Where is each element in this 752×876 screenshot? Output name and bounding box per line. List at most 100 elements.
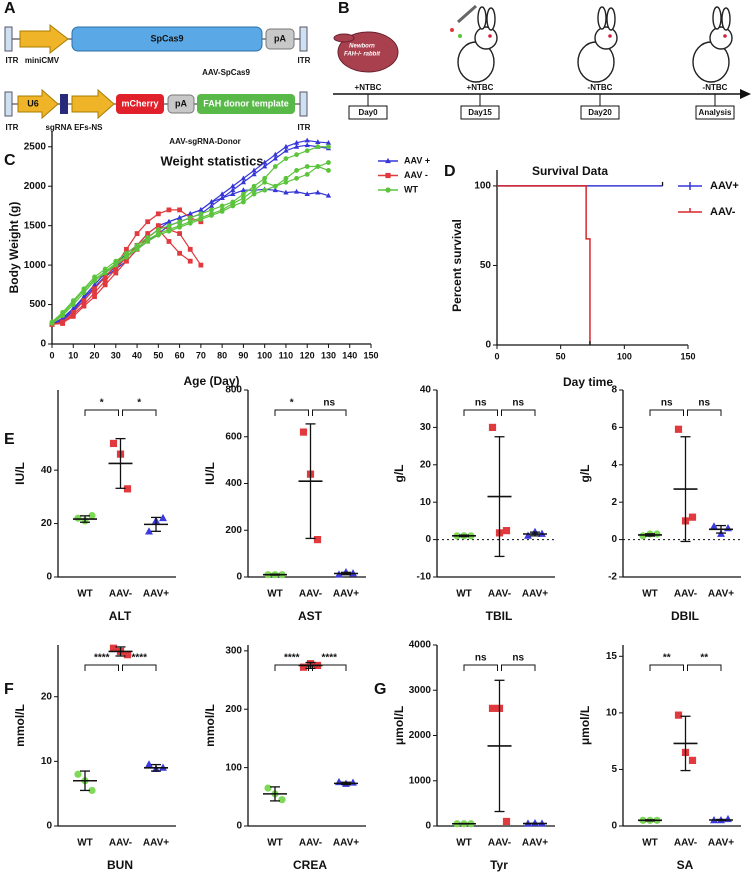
- point: [304, 191, 310, 197]
- point: [113, 270, 119, 276]
- x-tick-label: 20: [90, 350, 100, 360]
- x-tick-label: 50: [153, 350, 163, 360]
- y-tick-label: 100: [225, 762, 242, 773]
- y-tick-label: 2000: [24, 181, 47, 192]
- construct-name: AAV-sgRNA-Donor: [169, 137, 240, 146]
- point: [241, 191, 246, 197]
- point: [145, 760, 153, 768]
- y-tick-label: 5: [611, 764, 617, 775]
- point: [155, 223, 161, 229]
- y-tick-label: 300: [225, 645, 242, 656]
- point: [262, 163, 268, 169]
- category-label: AAV+: [143, 589, 169, 600]
- y-tick-label: 40: [41, 465, 53, 476]
- point: [230, 187, 236, 193]
- itr-label: ITR: [6, 123, 19, 132]
- stage-box: [348, 105, 388, 120]
- x-tick-label: 70: [196, 350, 206, 360]
- point: [294, 168, 299, 173]
- y-tick-label: 600: [225, 431, 242, 442]
- point: [134, 246, 140, 252]
- itr-label: ITR: [298, 123, 311, 132]
- point: [155, 211, 161, 217]
- y-axis-label: g/L: [392, 465, 406, 483]
- category-label: AAV+: [522, 589, 548, 600]
- point: [502, 527, 511, 535]
- point: [176, 214, 183, 220]
- itr: [4, 26, 13, 52]
- point: [198, 262, 204, 268]
- category-label: AAV-: [488, 589, 511, 600]
- point: [134, 231, 140, 236]
- point: [325, 192, 332, 198]
- category-label: AAV+: [708, 589, 734, 600]
- category-label: AAV-: [109, 589, 132, 600]
- point: [488, 423, 497, 431]
- x-tick-label: 60: [175, 350, 185, 360]
- point: [326, 144, 331, 150]
- mcherry-label: mCherry: [121, 98, 158, 108]
- point: [166, 223, 172, 229]
- rabbit-note: Newborn: [349, 44, 375, 50]
- point: [49, 321, 55, 326]
- point: [315, 144, 321, 150]
- treatment-label: +NTBC: [355, 83, 382, 92]
- rabbit-body: [337, 31, 399, 73]
- y-tick-label: 20: [420, 459, 432, 470]
- point: [102, 282, 108, 288]
- rabbit-head: [594, 26, 618, 50]
- point: [123, 485, 132, 493]
- point: [102, 274, 108, 280]
- point: [251, 187, 257, 193]
- point: [109, 644, 118, 652]
- series-line: [51, 188, 329, 325]
- y-tick-label: 6: [611, 422, 617, 433]
- y-tick-label: 40: [420, 385, 432, 396]
- construct-2: U6 mCherry pA FAH donor template ITR sgR…: [4, 88, 311, 146]
- point: [166, 207, 172, 213]
- point: [74, 770, 82, 778]
- point: [209, 207, 214, 213]
- point: [639, 532, 647, 540]
- y-tick-label: 30: [420, 422, 432, 433]
- y-tick-label: 1000: [24, 260, 47, 271]
- point: [177, 219, 183, 225]
- point: [70, 302, 76, 307]
- point: [262, 159, 268, 165]
- point: [283, 175, 289, 181]
- point: [60, 320, 66, 326]
- rabbit-eye: [723, 34, 727, 38]
- point: [283, 156, 289, 162]
- rabbit-head: [474, 26, 498, 50]
- significance-label: ns: [698, 398, 710, 409]
- point: [294, 152, 299, 158]
- treatment-label: -NTBC: [588, 83, 613, 92]
- y-tick-label: 200: [225, 704, 242, 715]
- rabbit-ear: [721, 7, 731, 31]
- construct-1: SpCas9 pA ITR miniCMV ITR AAV-SpCas9: [4, 23, 311, 77]
- y-tick-label: 0: [611, 821, 617, 832]
- promoter-label: miniCMV: [25, 56, 60, 65]
- legend-marker: [385, 187, 391, 193]
- y-tick-label: -2: [608, 572, 617, 583]
- significance-bracket: [312, 409, 347, 416]
- stage-box: [695, 105, 735, 120]
- point: [155, 227, 161, 233]
- series-line: [51, 165, 329, 324]
- mcherry-box: [116, 94, 164, 114]
- legend-marker: [385, 157, 391, 164]
- pa-box: [167, 94, 195, 114]
- point: [145, 527, 153, 535]
- point: [81, 298, 87, 304]
- chart-title: DBIL: [671, 609, 699, 623]
- stage-label: Analysis: [699, 108, 732, 117]
- point: [166, 228, 172, 234]
- point: [241, 195, 246, 201]
- point: [304, 148, 310, 154]
- point: [124, 246, 129, 252]
- survival-line: [497, 185, 591, 345]
- point: [177, 250, 182, 256]
- point: [283, 179, 289, 185]
- point: [251, 171, 257, 177]
